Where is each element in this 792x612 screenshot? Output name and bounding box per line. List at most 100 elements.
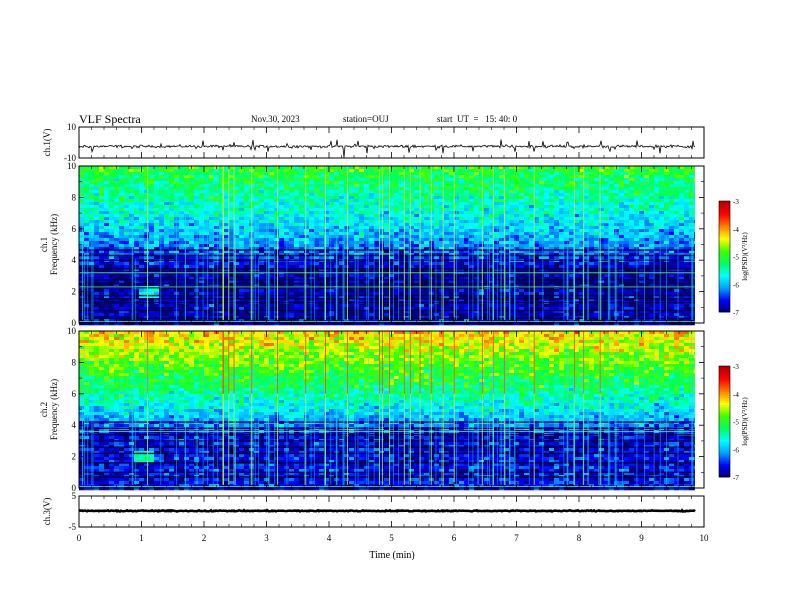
channel-label: ch.1: [39, 237, 49, 252]
colorbar-segment: [719, 258, 730, 261]
colorbar-segment: [719, 225, 730, 228]
colorbar-segment: [719, 386, 730, 389]
colorbar-segment: [719, 260, 730, 263]
colorbar-segment: [719, 419, 730, 422]
colorbar-segment: [719, 417, 730, 421]
ch2-spectrogram-colorbar: -3 -4 -5 -6 -7 log(PSD)(V²/Hz): [718, 363, 749, 482]
x-tick-label: 8: [577, 533, 582, 543]
colorbar-segment: [719, 430, 730, 433]
y-tick-label: 10: [67, 326, 77, 336]
x-axis-label: Time (min): [369, 550, 414, 561]
colorbar-segment: [719, 232, 730, 235]
colorbar-segment: [719, 304, 730, 307]
colorbar-segment: [719, 310, 730, 313]
colorbar-segment: [719, 388, 730, 391]
x-tick-label: 5: [389, 533, 394, 543]
colorbar-segment: [719, 302, 730, 305]
colorbar-segment: [719, 286, 730, 289]
station-label: station=OUJ: [343, 114, 389, 124]
colorbar-segment: [719, 464, 730, 467]
colorbar-segment: [719, 278, 730, 281]
start-time-label: start UT = 15: 40: 0: [437, 114, 518, 124]
colorbar-tick-label: -7: [733, 474, 739, 482]
ch3-waveform-trace: [78, 508, 696, 514]
x-tick-label: 1: [139, 533, 144, 543]
colorbar-segment: [719, 401, 730, 404]
y-tick-label: 2: [72, 452, 77, 462]
colorbar-segment: [719, 375, 730, 378]
colorbar-segment: [719, 371, 730, 374]
colorbar-segment: [719, 308, 730, 311]
y-tick-label: 0: [72, 483, 77, 493]
ch1-spectrogram-cells: [79, 166, 695, 326]
colorbar-tick-label: -5: [733, 419, 739, 427]
ch2-spectrogram-panel: 0 2 4 6 8 10 ch.2 Frequency (kHz) -3 -4 -5 -6 -7 log(…: [39, 326, 749, 493]
colorbar-tick-label: -6: [733, 446, 739, 454]
colorbar-segment: [719, 369, 730, 372]
ch1-waveform-trace: [78, 139, 696, 158]
colorbar-segment: [719, 406, 730, 409]
colorbar-segment: [719, 299, 730, 302]
colorbar-segment: [719, 223, 730, 226]
colorbar-segment: [719, 267, 730, 270]
colorbar-segment: [719, 221, 730, 224]
colorbar-segment: [719, 275, 730, 278]
colorbar-segment: [719, 284, 730, 287]
y-tick-label: 10: [67, 161, 77, 171]
colorbar-segment: [719, 390, 730, 393]
colorbar-segment: [719, 443, 730, 446]
colorbar-segment: [719, 391, 730, 395]
y-tick-label: 5: [72, 491, 77, 501]
colorbar-segment: [719, 254, 730, 257]
colorbar-segment: [719, 228, 730, 231]
colorbar-segment: [719, 393, 730, 396]
ch1-waveform-panel: 10 -10 ch.1(V): [42, 122, 705, 163]
colorbar-segment: [719, 465, 730, 469]
colorbar-tick-label: -3: [733, 363, 739, 371]
x-tick-label: 3: [264, 533, 269, 543]
colorbar-segment: [719, 217, 730, 220]
colorbar-segment: [719, 291, 730, 294]
colorbar-segment: [719, 460, 730, 463]
colorbar-segment: [719, 473, 730, 476]
colorbar-segment: [719, 445, 730, 448]
colorbar-segment: [719, 226, 730, 230]
colorbar-segment: [719, 295, 730, 298]
colorbar-segment: [719, 241, 730, 244]
colorbar-segment: [719, 404, 730, 408]
y-tick-label: 6: [72, 389, 77, 399]
colorbar-segment: [719, 204, 730, 207]
colorbar-tick-label: -6: [733, 281, 739, 289]
y-tick-label: 4: [72, 420, 77, 430]
colorbar-segment: [719, 408, 730, 411]
y-axis-label: Frequency (kHz): [49, 379, 59, 440]
colorbar-segment: [719, 287, 730, 291]
colorbar-segment: [719, 293, 730, 296]
x-tick-label: 0: [77, 533, 82, 543]
colorbar-segment: [719, 449, 730, 452]
x-tick-label: 9: [639, 533, 644, 543]
colorbar-segment: [719, 245, 730, 248]
y-tick-label: -10: [64, 153, 76, 163]
colorbar-segment: [719, 263, 730, 267]
colorbar-segment: [719, 210, 730, 213]
colorbar-segment: [719, 458, 730, 461]
colorbar-segment: [719, 414, 730, 417]
y-axis-label: ch.1(V): [42, 129, 52, 157]
colorbar-segment: [719, 382, 730, 385]
colorbar-segment: [719, 247, 730, 250]
colorbar-segment: [719, 438, 730, 441]
colorbar-segment: [719, 456, 730, 459]
colorbar-label: log(PSD)(V²/Hz): [741, 397, 749, 446]
y-tick-label: 4: [72, 255, 77, 265]
colorbar-segment: [719, 282, 730, 285]
colorbar-segment: [719, 399, 730, 402]
colorbar-segment: [719, 434, 730, 437]
colorbar-segment: [719, 366, 730, 369]
colorbar-segment: [719, 403, 730, 406]
x-tick-label: 7: [514, 533, 519, 543]
colorbar-segment: [719, 440, 730, 443]
colorbar-segment: [719, 262, 730, 265]
y-tick-label: 8: [72, 192, 77, 202]
